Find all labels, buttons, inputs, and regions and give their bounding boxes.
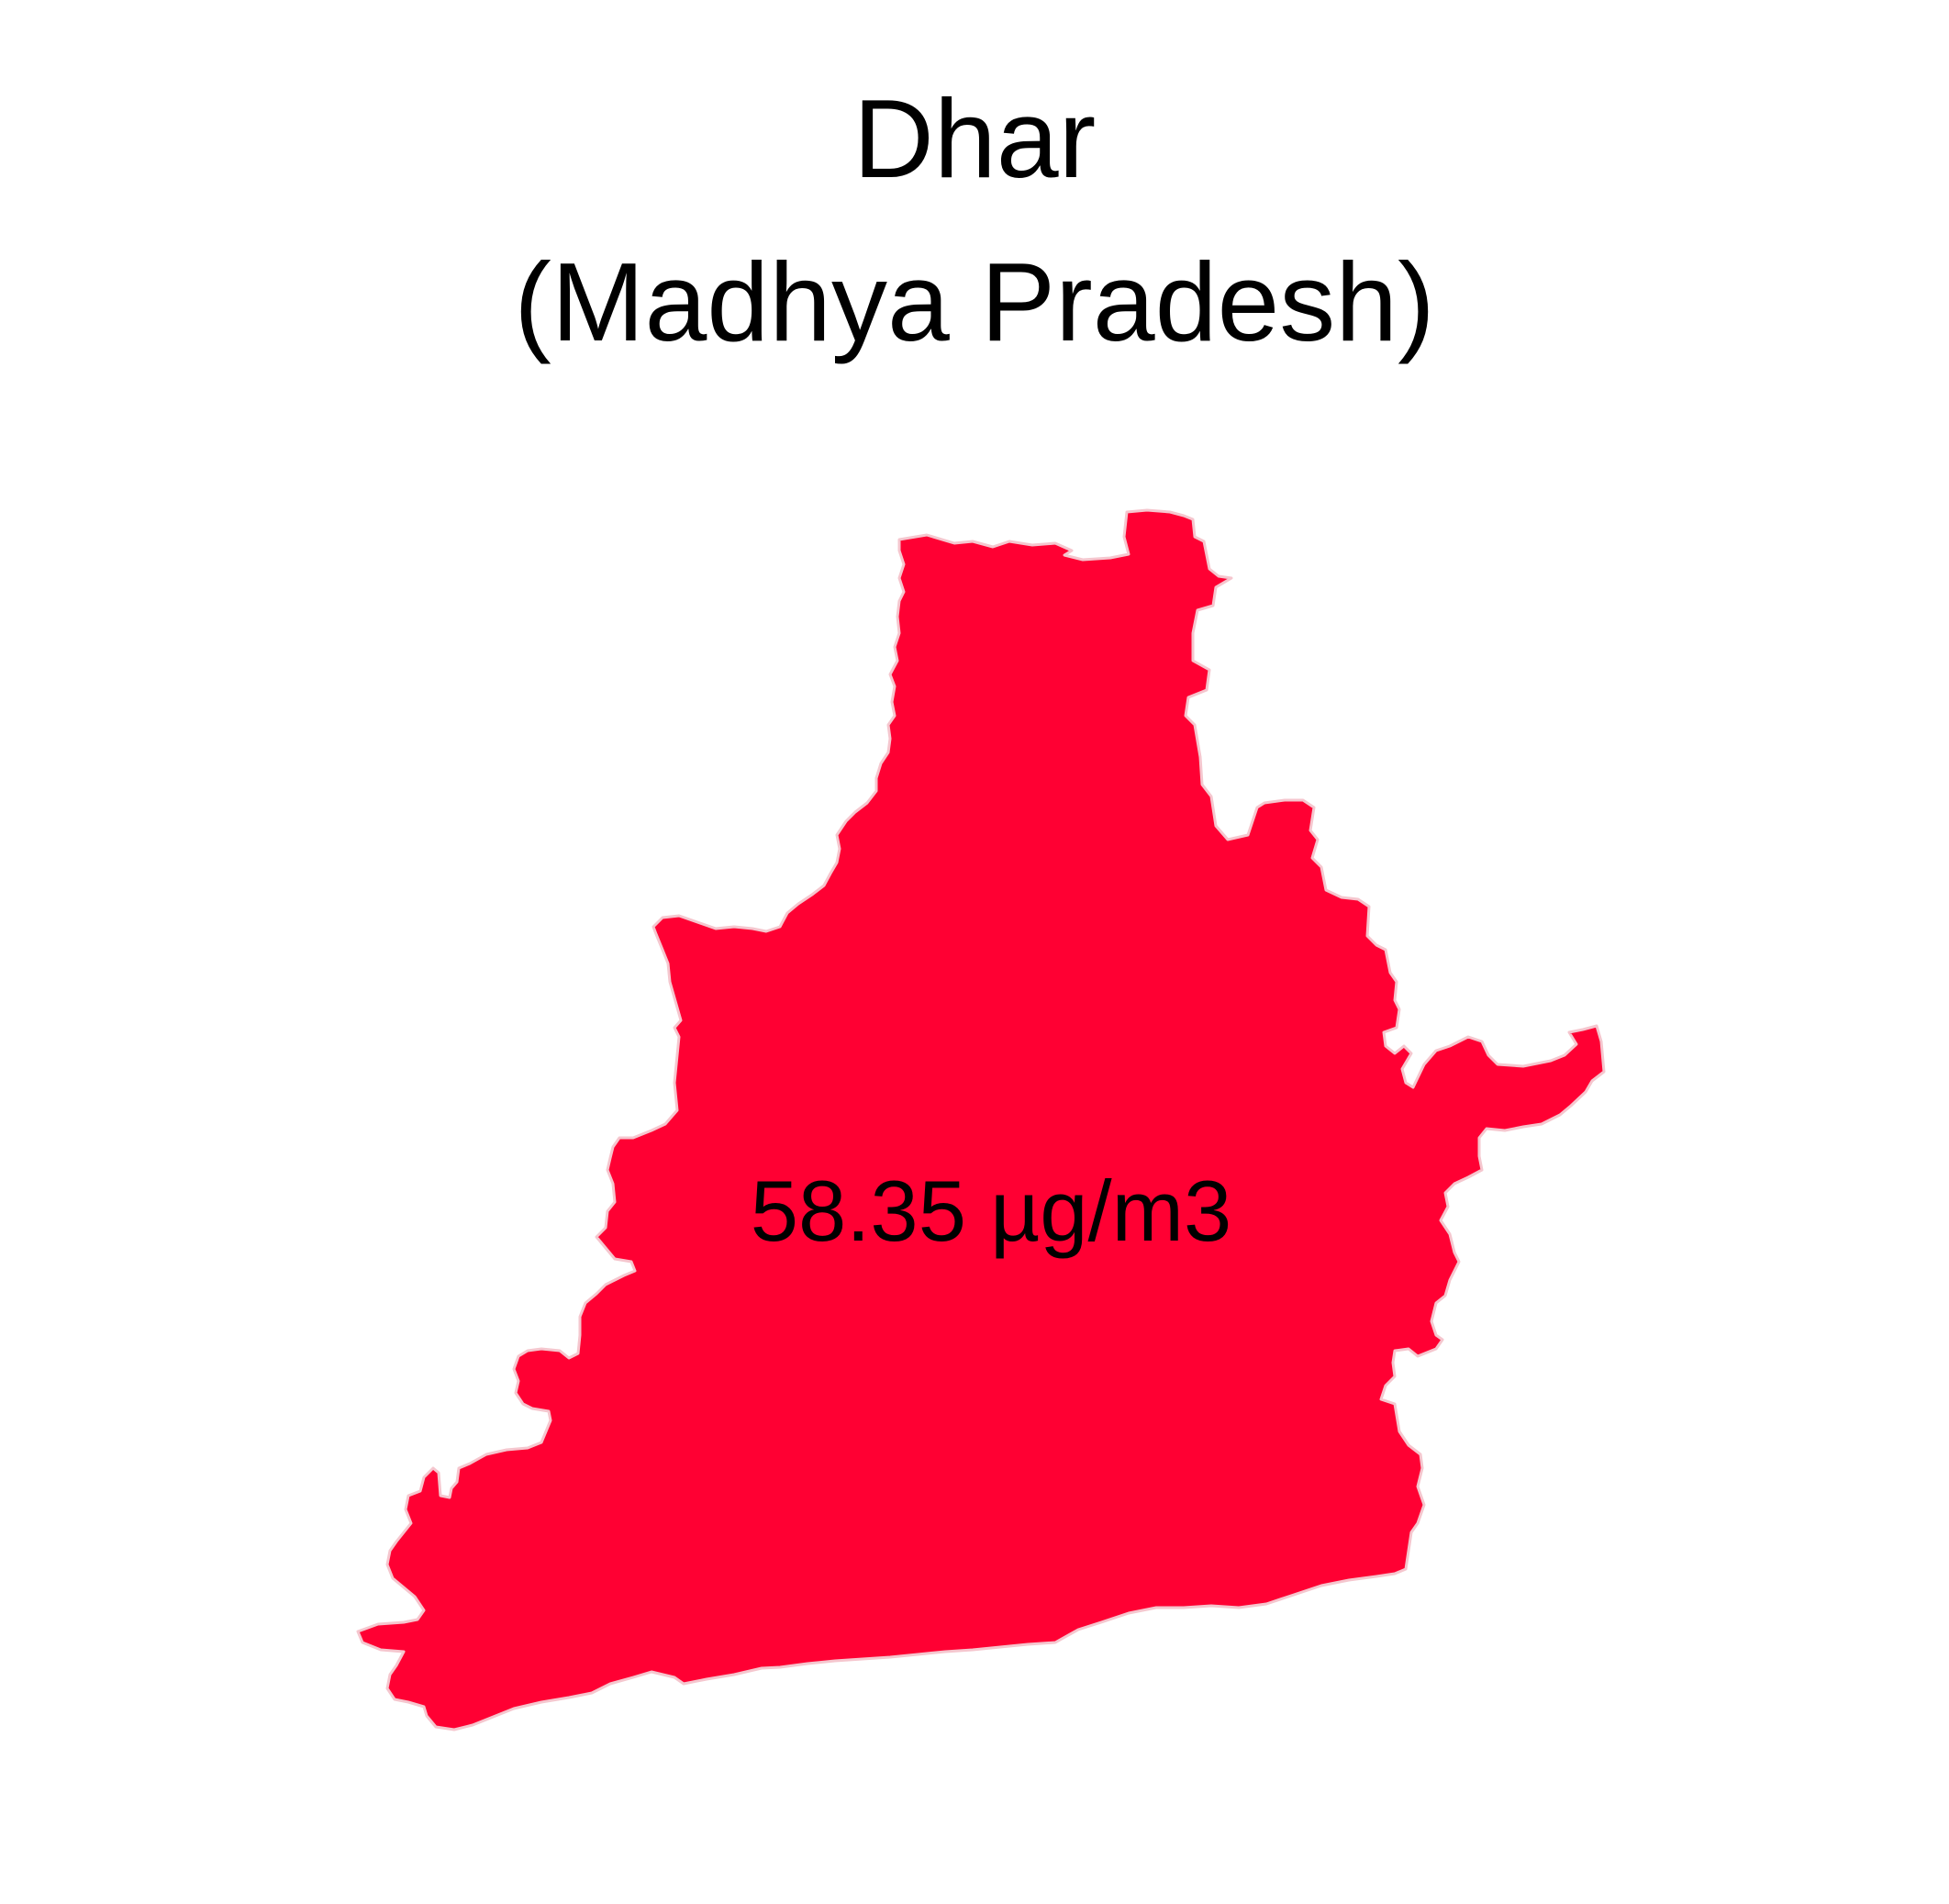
district-name: Dhar [852,76,1097,201]
state-name: (Madhya Pradesh) [514,239,1435,364]
district-value-label: 58.35 µg/m3 [751,1163,1231,1259]
map-title: Dhar (Madhya Pradesh) [0,57,1949,384]
district-region-shape [356,508,1606,1731]
